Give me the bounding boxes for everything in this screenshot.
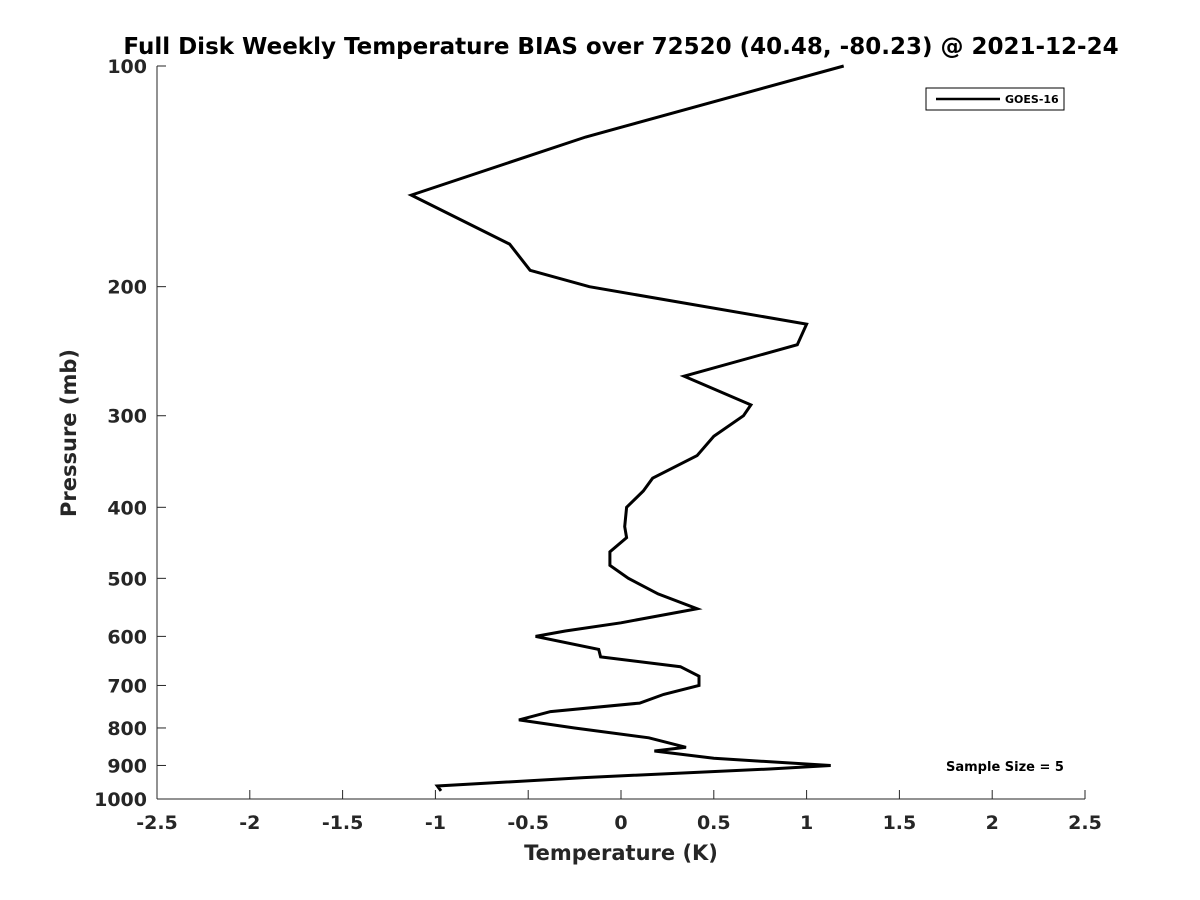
y-axis-label: Pressure (mb) xyxy=(57,349,81,517)
x-tick-label: 2.5 xyxy=(1068,812,1102,834)
legend: GOES-16 xyxy=(925,87,1065,111)
x-tick-label: 0 xyxy=(614,812,627,834)
x-tick-label: -2 xyxy=(239,812,260,834)
chart-title: Full Disk Weekly Temperature BIAS over 7… xyxy=(123,34,1118,60)
series-line-0 xyxy=(407,64,845,792)
y-tick-label: 300 xyxy=(107,406,147,428)
y-tick-label: 600 xyxy=(107,626,147,648)
x-tick-label: -1 xyxy=(425,812,446,834)
y-tick-label: 200 xyxy=(107,277,147,299)
sample-size-annotation: Sample Size = 5 xyxy=(946,760,1064,775)
x-tick-label: 1.5 xyxy=(883,812,917,834)
x-tick-label: 1 xyxy=(800,812,813,834)
y-axis-ticks: 100 200 300 400 500 600 700 800 900 1000 xyxy=(94,56,166,811)
x-tick-label: -1.5 xyxy=(322,812,364,834)
x-tick-label: 0.5 xyxy=(697,812,731,834)
legend-label: GOES-16 xyxy=(1005,93,1059,106)
plot-axes xyxy=(156,66,1085,800)
y-tick-label: 500 xyxy=(107,568,147,590)
series-layer xyxy=(407,64,845,792)
y-tick-label: 900 xyxy=(107,755,147,777)
x-axis-label: Temperature (K) xyxy=(524,841,718,865)
x-tick-label: -0.5 xyxy=(507,812,549,834)
x-tick-label: 2 xyxy=(986,812,999,834)
x-axis-ticks: -2.5 -2 -1.5 -1 -0.5 0 0.5 1 1.5 2 2.5 xyxy=(136,790,1102,834)
x-tick-label: -2.5 xyxy=(136,812,178,834)
y-tick-label: 800 xyxy=(107,718,147,740)
y-tick-label: 100 xyxy=(107,56,147,78)
y-tick-label: 400 xyxy=(107,497,147,519)
y-tick-label: 1000 xyxy=(94,789,147,811)
y-tick-label: 700 xyxy=(107,675,147,697)
